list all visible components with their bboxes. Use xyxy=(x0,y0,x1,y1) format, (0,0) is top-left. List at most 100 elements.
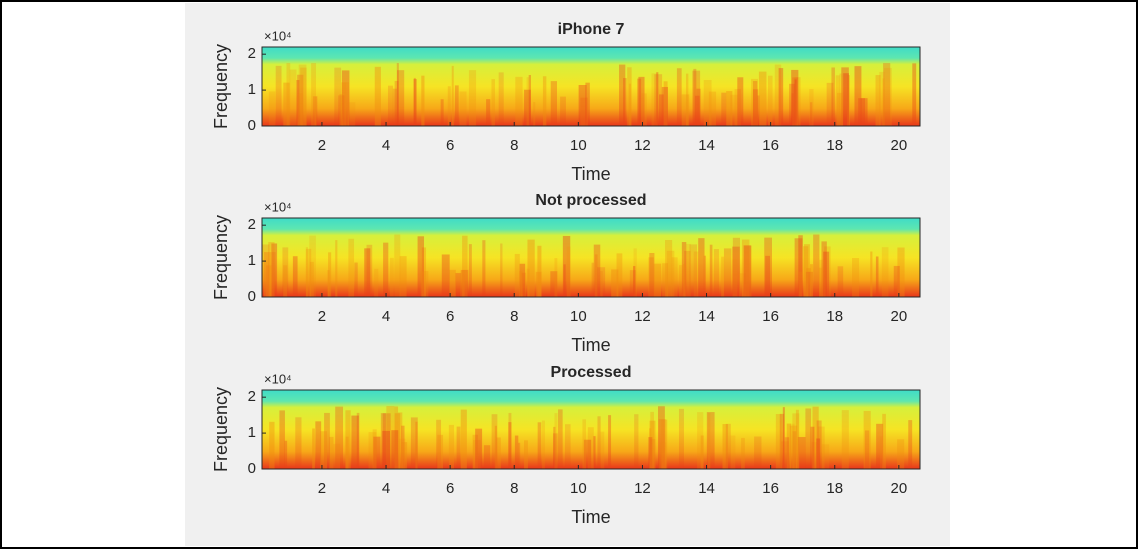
spectrogram-texture xyxy=(345,436,349,469)
spectrogram-texture xyxy=(399,256,407,297)
x-tick-label: 18 xyxy=(826,137,843,154)
x-tick-label: 2 xyxy=(318,480,326,497)
spectrogram-texture xyxy=(341,70,350,126)
spectrogram-texture xyxy=(566,246,571,297)
spectrogram-texture xyxy=(309,261,314,297)
spectrogram-texture xyxy=(454,85,459,126)
spectrogram-texture xyxy=(600,431,605,469)
spectrogram-texture xyxy=(500,243,503,297)
spectrogram-texture xyxy=(649,428,652,469)
spectrogram-texture xyxy=(629,270,636,297)
spectrogram-texture xyxy=(420,270,429,297)
x-axis-label: Time xyxy=(571,335,610,355)
spectrogram-texture xyxy=(554,258,558,297)
spectrogram-texture xyxy=(271,243,278,297)
spectrogram-texture xyxy=(473,440,481,469)
chart-title: iPhone 7 xyxy=(558,21,625,38)
spectrogram-texture xyxy=(786,423,791,469)
spectrogram-texture xyxy=(816,420,822,469)
spectrogram-texture xyxy=(455,273,462,297)
x-tick-label: 14 xyxy=(698,137,715,154)
x-tick-label: 12 xyxy=(634,137,651,154)
spectrogram-texture xyxy=(482,240,486,297)
spectrogram-texture xyxy=(593,436,596,469)
spectrogram-texture xyxy=(758,71,767,126)
spectrogram-texture xyxy=(448,424,455,469)
spectrogram-texture xyxy=(821,241,827,297)
y-exponent: ×10⁴ xyxy=(264,371,292,386)
spectrogram-texture xyxy=(912,63,917,126)
spectrogram xyxy=(262,47,920,126)
spectrogram-texture xyxy=(292,256,298,297)
spectrogram-texture xyxy=(791,93,794,126)
spectrogram-texture xyxy=(839,73,843,126)
spectrogram-texture xyxy=(837,266,844,297)
spectrogram-texture xyxy=(550,271,558,297)
y-tick-label: 2 xyxy=(248,45,256,62)
spectrogram-texture xyxy=(809,264,813,297)
spectrogram-texture xyxy=(585,82,590,126)
spectrogram-texture xyxy=(803,244,810,297)
x-axis-label: Time xyxy=(571,507,610,527)
spectrogram-texture xyxy=(738,273,746,297)
spectrogram-texture xyxy=(658,419,666,469)
spectrogram-texture xyxy=(315,421,322,469)
y-tick-label: 1 xyxy=(248,81,256,98)
spectrogram-texture xyxy=(684,250,691,297)
spectrogram-texture xyxy=(305,247,309,297)
spectrogram-texture xyxy=(394,406,399,469)
spectrogram-texture xyxy=(852,258,860,297)
x-tick-label: 4 xyxy=(382,480,390,497)
spectrogram-texture xyxy=(683,264,686,297)
x-tick-label: 10 xyxy=(570,480,587,497)
spectrogram-texture xyxy=(881,247,889,297)
spectrogram-texture xyxy=(784,437,790,469)
spectrogram-texture xyxy=(312,428,315,469)
spectrogram-texture xyxy=(619,64,626,126)
spectrogram-texture xyxy=(524,89,531,126)
spectrogram-texture xyxy=(876,423,884,469)
y-tick-label: 2 xyxy=(248,216,256,233)
spectrogram-texture xyxy=(542,76,547,126)
spectrogram-texture xyxy=(519,271,523,297)
spectrogram xyxy=(262,390,920,469)
spectrogram-texture xyxy=(794,77,801,126)
spectrogram-texture xyxy=(312,96,318,126)
spectrogram-texture xyxy=(694,95,700,126)
spectrogram-texture xyxy=(460,270,465,297)
x-tick-label: 12 xyxy=(634,480,651,497)
spectrogram-texture xyxy=(582,419,586,469)
spectrogram-texture xyxy=(789,83,795,126)
spectrogram-texture xyxy=(372,429,377,469)
spectrogram-texture xyxy=(752,81,758,126)
spectrogram-texture xyxy=(662,263,668,297)
spectrogram-texture xyxy=(841,410,849,469)
spectrogram-texture xyxy=(794,79,797,126)
spectrogram-texture xyxy=(436,419,442,469)
spectrogram-texture xyxy=(744,245,752,297)
spectrogram-texture xyxy=(864,430,870,469)
spectrogram-texture xyxy=(296,96,300,126)
spectrogram-texture xyxy=(692,70,701,126)
spectrogram-texture xyxy=(264,252,272,297)
spectrogram-texture xyxy=(373,436,381,469)
x-tick-label: 2 xyxy=(318,308,326,325)
x-tick-label: 6 xyxy=(446,137,454,154)
spectrogram-texture xyxy=(713,249,719,297)
spectrogram-texture xyxy=(475,428,483,469)
spectrogram-texture xyxy=(703,79,712,126)
spectrogram-texture xyxy=(526,268,530,297)
spectrogram-texture xyxy=(327,270,330,297)
y-tick-label: 1 xyxy=(248,252,256,269)
spectrogram-texture xyxy=(656,72,659,126)
spectrogram-texture xyxy=(389,257,394,297)
x-tick-label: 20 xyxy=(891,308,908,325)
x-tick-label: 20 xyxy=(891,137,908,154)
spectrogram-texture xyxy=(897,439,905,469)
spectrogram-texture xyxy=(460,409,467,469)
spectrogram-texture xyxy=(368,432,377,469)
spectrogram-texture xyxy=(637,78,642,126)
spectrogram-texture xyxy=(805,408,812,469)
spectrogram-texture xyxy=(875,256,879,297)
